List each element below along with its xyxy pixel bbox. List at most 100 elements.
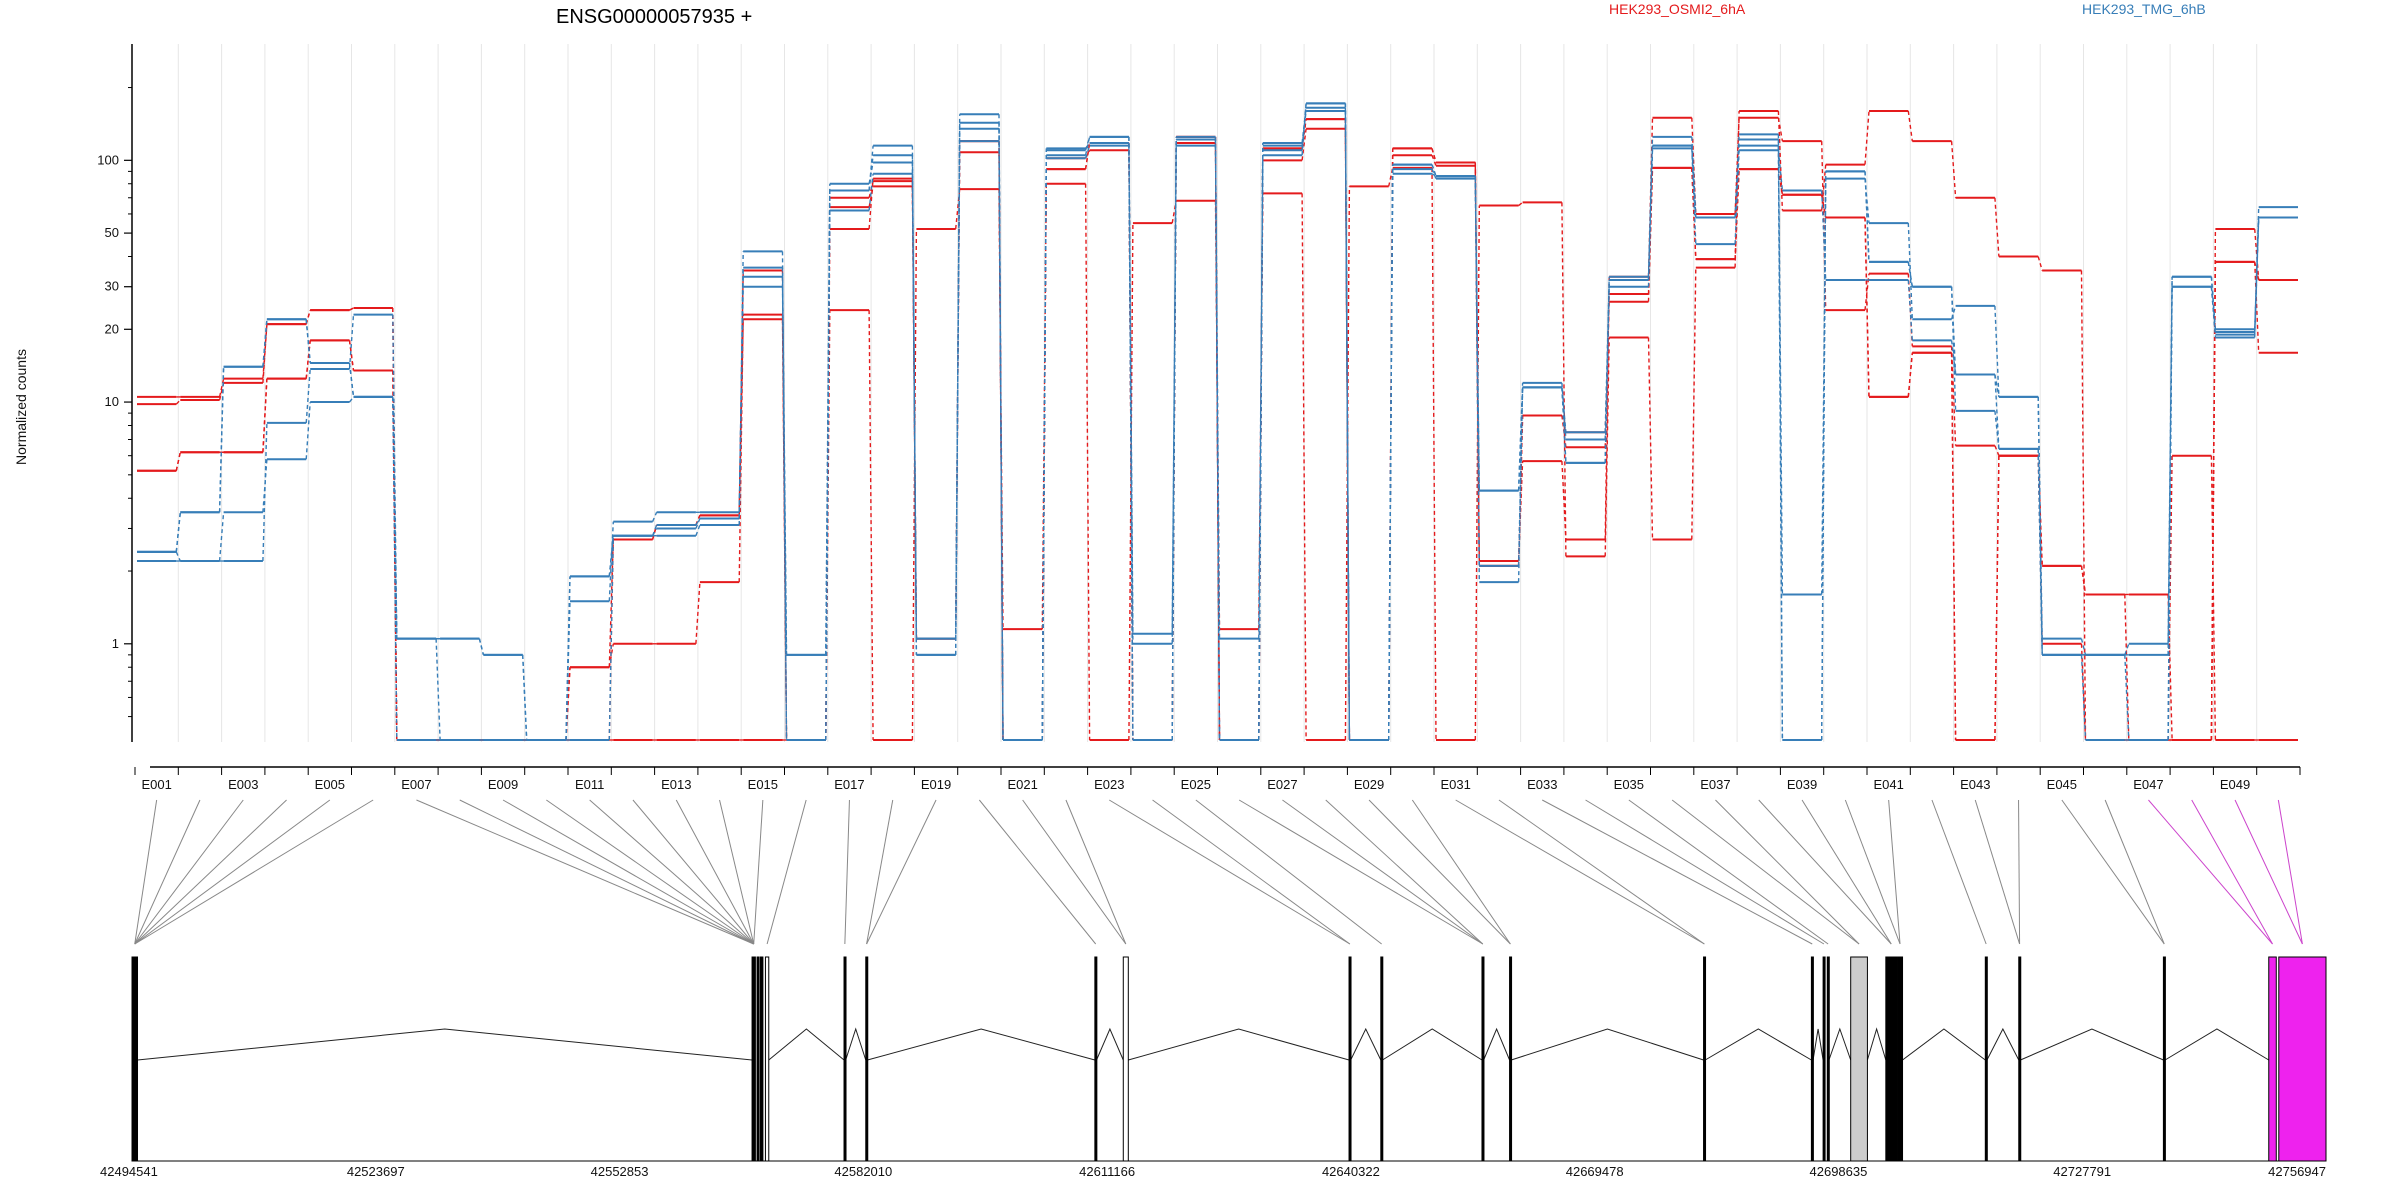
transition-mark [305,368,311,423]
transition-mark [1214,139,1221,741]
transition-mark [738,314,744,583]
transition-mark [175,399,181,405]
transition-mark [2254,217,2260,335]
transition-mark [262,459,268,513]
exon-box [756,956,760,1162]
transition-mark [348,314,355,370]
connector-line [1628,799,1829,945]
x-tick-label: E023 [1094,777,1124,792]
connector-line [766,799,807,945]
transition-mark [781,276,788,741]
transition-mark [1994,374,2000,449]
intron-line [1866,1027,1887,1061]
transition-mark [305,402,311,460]
transition-mark [1301,107,1307,144]
connector-line [1758,799,1892,945]
transition-mark [1734,139,1740,218]
position-label: 42727791 [2053,1164,2111,1179]
transition-mark [1777,168,1784,195]
intron-line [1704,1028,1812,1061]
transition-mark [2037,256,2043,271]
exon-box [1897,956,1904,1162]
intron-line [1350,1027,1382,1061]
transition-mark [2210,276,2217,332]
transition-mark [695,518,701,529]
transition-mark [608,521,614,602]
transition-mark [695,582,701,644]
transition-mark [1561,461,1567,540]
exon-box [1826,956,1830,1162]
connector-line [502,799,754,945]
exon-box [1380,956,1384,1162]
y-tick-label: 100 [97,152,119,167]
exon-box [751,956,756,1162]
transition-mark [1907,223,1913,320]
intron-line [1096,1027,1124,1061]
transition-mark [2037,455,2043,566]
series-line [137,106,2298,741]
connector-line [2104,799,2165,945]
transition-mark [1647,136,1654,277]
exon-connector-lines [134,799,2303,945]
transition-mark [262,378,268,453]
transition-mark [1994,197,2000,257]
exon-box [2162,956,2166,1162]
connector-line [1455,799,1705,945]
transition-mark [1994,305,2000,397]
transition-mark [262,319,268,367]
transition-mark [2080,565,2087,595]
connector-line [866,799,937,945]
position-label: 42582010 [834,1164,892,1179]
exon-box [1094,956,1098,1162]
transition-mark [1821,190,1827,280]
y-tick-label: 20 [105,321,119,336]
x-tick-label: E011 [575,777,604,792]
transition-mark [1171,139,1177,644]
connector-line [1888,799,1901,945]
x-tick-label: E047 [2133,777,2163,792]
transition-mark [1084,142,1091,170]
transition-mark [651,512,658,522]
connector-line [1974,799,2021,945]
transition-mark [1907,352,1913,397]
transition-mark [1777,117,1784,142]
intron-line [1902,1028,1986,1061]
transition-mark [1301,128,1307,161]
connector-line [134,799,331,945]
connector-line [1498,799,1705,945]
connector-line [1065,799,1127,945]
x-tick-label: E049 [2220,777,2250,792]
transition-mark [2167,276,2173,644]
connector-line [2191,799,2273,945]
exon-box [1822,956,1826,1162]
exon-box [1703,956,1707,1162]
connector-line [2148,799,2273,945]
transition-mark [1994,374,2000,398]
connector-line [978,799,1097,945]
transition-mark [1387,164,1394,741]
transition-mark [911,145,918,639]
connector-line [632,799,755,945]
transition-mark [1474,205,1481,741]
transition-mark [1994,455,2000,741]
x-tick-label: E033 [1527,777,1557,792]
transition-mark [608,643,614,668]
transition-mark [1128,142,1134,741]
transition-mark [1517,387,1524,566]
x-tick-label: E015 [748,777,778,792]
exon-box [1885,956,1898,1162]
transition-mark [349,307,354,311]
transition-mark [2210,455,2217,741]
transition-mark [1041,183,1048,630]
connector-line [1368,799,1511,945]
transition-mark [392,370,398,741]
transition-mark [1777,139,1784,741]
transition-mark [1950,352,1957,741]
transition-mark [1301,193,1307,741]
exon-box [1509,956,1513,1162]
exon-box [865,956,869,1162]
transition-mark [868,186,874,208]
transition-mark [1691,267,1697,540]
intron-line [2020,1028,2164,1061]
